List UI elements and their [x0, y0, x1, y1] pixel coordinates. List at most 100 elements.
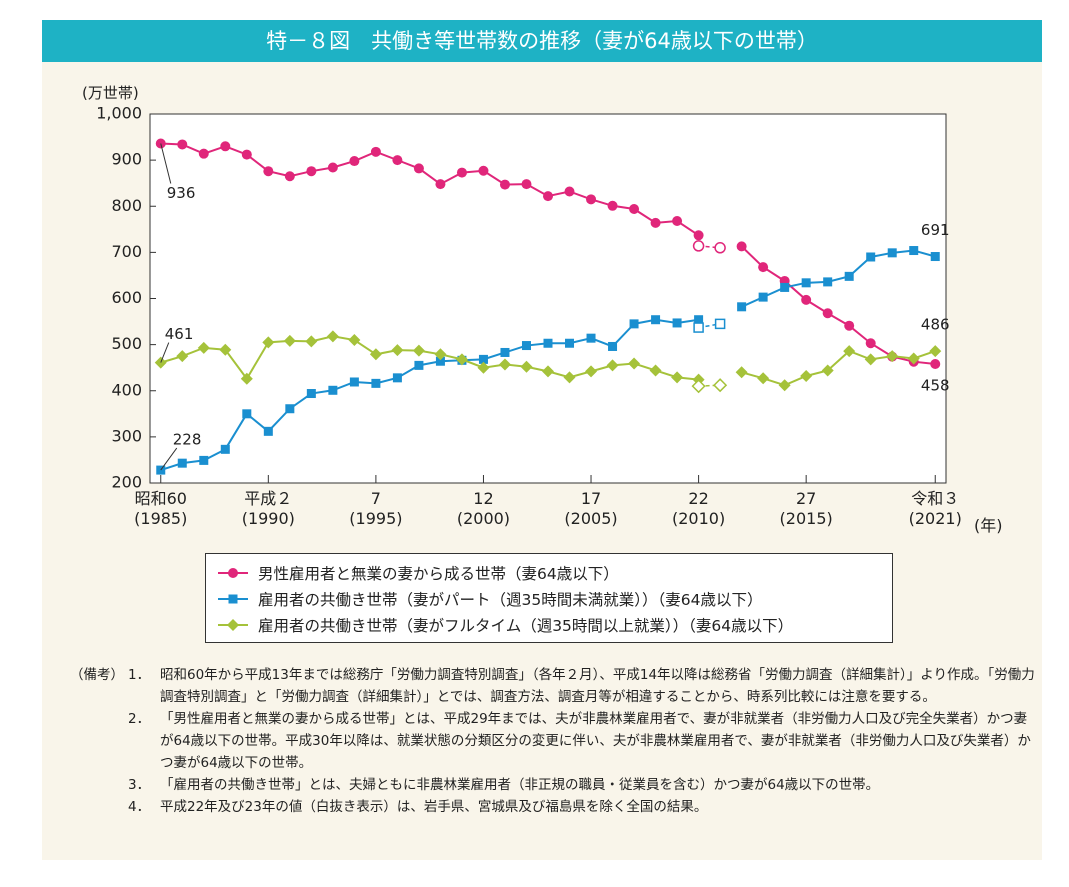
data-label: 691 [921, 221, 950, 239]
label-leader [160, 447, 178, 471]
point [197, 341, 210, 354]
note-text: 平成22年及び23年の値（白抜き表示）は、岩手県、宮城県及び福島県を除く全国の結… [160, 799, 708, 815]
data-label: 228 [173, 431, 202, 449]
point [305, 335, 318, 348]
point [758, 262, 769, 273]
point [691, 379, 706, 394]
point [348, 334, 361, 347]
legend-item: 雇用者の共働き世帯（妻がフルタイム（週35時間以上就業））（妻64歳以下） [216, 612, 892, 638]
point [498, 358, 511, 371]
x-axis-label: (年) [974, 516, 1003, 535]
point [349, 377, 359, 387]
x-tick-label: 平成２ (1990) [241, 489, 295, 528]
point [285, 404, 295, 414]
point [629, 319, 639, 329]
point [392, 155, 403, 166]
point [326, 330, 339, 343]
notes-label: （備考） [70, 667, 124, 683]
point [693, 322, 704, 333]
point [757, 372, 770, 385]
point [607, 200, 618, 211]
point [456, 167, 467, 178]
point [737, 302, 747, 312]
point [520, 360, 533, 373]
note-number: 4． [128, 799, 151, 815]
data-label: 461 [165, 325, 194, 343]
point [629, 204, 640, 215]
point [220, 141, 231, 152]
legend-label: 雇用者の共働き世帯（妻がパート（週35時間未満就業））（妻64歳以下） [258, 591, 763, 609]
point [844, 271, 854, 281]
point [780, 282, 790, 292]
point [821, 364, 834, 377]
point [414, 360, 424, 370]
x-tick-label: 7 (1995) [349, 489, 403, 528]
point [349, 156, 360, 167]
x-tick-label: 令和３ (2021) [908, 489, 962, 528]
point [478, 354, 488, 364]
point [391, 344, 404, 357]
point [327, 162, 338, 173]
note: 3． 「雇用者の共働き世帯」とは、夫婦ともに非農林業雇用者（非正規の職員・従業員を… [70, 774, 1035, 796]
point [822, 308, 833, 319]
point [521, 179, 532, 190]
legend-symbol [218, 594, 248, 604]
x-tick-label: 22 (2010) [671, 489, 726, 528]
point [735, 366, 748, 379]
point [736, 241, 747, 252]
legend-symbol [218, 568, 248, 578]
point [262, 336, 275, 349]
point [392, 373, 402, 383]
point [177, 458, 187, 468]
point [930, 358, 941, 369]
point [435, 179, 446, 190]
point [714, 318, 726, 330]
point [219, 343, 232, 356]
legend: 男性雇用者と無業の妻から成る世帯（妻64歳以下） 雇用者の共働き世帯（妻がパート（… [205, 553, 893, 643]
point [714, 242, 726, 254]
point [242, 409, 252, 419]
point [650, 217, 661, 228]
point [240, 372, 253, 385]
point [843, 345, 856, 358]
point [694, 315, 704, 325]
note-number: 1． [128, 667, 151, 683]
point [886, 350, 899, 363]
point [887, 248, 897, 258]
legend-item: 男性雇用者と無業の妻から成る世帯（妻64歳以下） [216, 560, 892, 586]
point [606, 359, 619, 372]
point [543, 338, 553, 348]
point [672, 318, 682, 328]
point [500, 347, 510, 357]
point [478, 165, 489, 176]
legend-label: 雇用者の共働き世帯（妻がフルタイム（週35時間以上就業））（妻64歳以下） [258, 617, 794, 635]
point [585, 365, 598, 378]
point [306, 166, 317, 177]
point [177, 139, 188, 150]
point [306, 389, 316, 399]
point [176, 350, 189, 363]
y-tick-label: 800 [111, 196, 142, 215]
point [586, 194, 597, 205]
point [672, 216, 683, 227]
point [649, 364, 662, 377]
y-tick-label: 200 [111, 473, 142, 492]
point [434, 348, 447, 361]
point [844, 320, 855, 331]
point [521, 341, 531, 351]
point [865, 338, 876, 349]
point [801, 294, 812, 305]
x-tick-label: 昭和60 (1985) [134, 489, 188, 528]
point [929, 345, 942, 358]
point [371, 378, 381, 388]
note-text: 昭和60年から平成13年までは総務庁「労働力調査特別調査」（各年２月）、平成14… [160, 667, 1035, 705]
y-tick-label: 600 [111, 288, 142, 307]
notes: （備考） 1． 昭和60年から平成13年までは総務庁「労働力調査特別調査」（各年２… [70, 664, 1035, 818]
y-axis-label: (万世帯) [82, 84, 139, 102]
point [198, 148, 209, 159]
point [586, 333, 596, 343]
note-text: 「雇用者の共働き世帯」とは、夫婦ともに非農林業雇用者（非正規の職員・従業員を含む… [160, 777, 880, 793]
x-tick-label: 17 (2005) [564, 489, 618, 528]
label-leader [160, 143, 172, 184]
